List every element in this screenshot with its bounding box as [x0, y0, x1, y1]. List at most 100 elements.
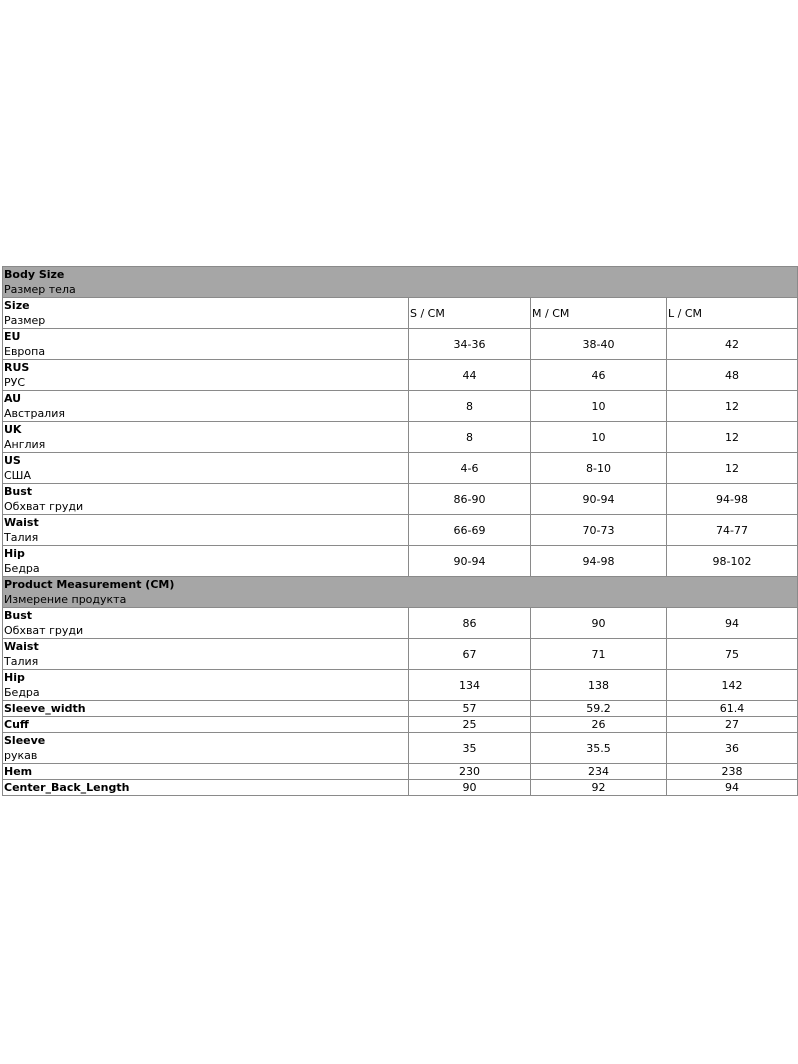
label-en: Waist — [4, 640, 39, 653]
value-cell: 42 — [665, 328, 798, 360]
value-cell: 59.2 — [530, 700, 667, 717]
table-row: RUS РУС 44 46 48 — [2, 359, 798, 391]
row-label: Sleeve рукав — [2, 732, 409, 764]
value-cell: 71 — [530, 638, 667, 670]
value-cell: 94 — [665, 779, 798, 796]
row-label: UK Англия — [2, 421, 409, 453]
size-chart-table: Body Size Размер тела Size Размер S / CM M / … — [1, 266, 798, 796]
value-cell: 74-77 — [665, 514, 798, 546]
value-cell: 67 — [408, 638, 531, 670]
table-row: Bust Обхват груди 86-90 90-94 94-98 — [2, 483, 798, 515]
value-cell: 138 — [530, 669, 667, 701]
value-cell: 25 — [408, 716, 531, 733]
label-en: AU — [4, 392, 22, 405]
label-en: US — [4, 454, 21, 467]
value-cell: 61.4 — [665, 700, 798, 717]
label-en: UK — [4, 423, 22, 436]
label-ru: Англия — [4, 438, 46, 451]
value-cell: 10 — [530, 390, 667, 422]
column-header-row: Size Размер S / CM M / CM L / CM — [2, 297, 798, 329]
table-row: Hem 230 234 238 — [2, 763, 798, 780]
value-cell: 12 — [665, 421, 798, 453]
label-en: Bust — [4, 609, 33, 622]
label-ru: Размер тела — [4, 283, 76, 296]
label-en: Hip — [4, 547, 25, 560]
value-cell: 94-98 — [530, 545, 667, 577]
label-ru: Европа — [4, 345, 46, 358]
label-en: Hip — [4, 671, 25, 684]
table-row: Center_Back_Length 90 92 94 — [2, 779, 798, 796]
label-en: Size — [4, 299, 30, 312]
table-row: AU Австралия 8 10 12 — [2, 390, 798, 422]
table-row: Cuff 25 26 27 — [2, 716, 798, 733]
table-row: UK Англия 8 10 12 — [2, 421, 798, 453]
column-header: M / CM — [530, 297, 667, 329]
section-header: Product Measurement (CM) Измерение продук… — [1, 576, 798, 608]
label-ru: РУС — [4, 376, 26, 389]
value-cell: 90-94 — [530, 483, 667, 515]
value-cell: 90 — [530, 607, 667, 639]
value-cell: 98-102 — [665, 545, 798, 577]
value-cell: 48 — [665, 359, 798, 391]
label-ru: Бедра — [4, 686, 40, 699]
row-label: AU Австралия — [2, 390, 409, 422]
value-cell: 38-40 — [530, 328, 667, 360]
label-en: Hem — [4, 765, 33, 778]
value-cell: 70-73 — [530, 514, 667, 546]
row-label: US США — [2, 452, 409, 484]
value-cell: 44 — [408, 359, 531, 391]
value-cell: 94-98 — [665, 483, 798, 515]
label-en: Sleeve_width — [4, 702, 86, 715]
table-row: Bust Обхват груди 86 90 94 — [2, 607, 798, 639]
value-cell: 66-69 — [408, 514, 531, 546]
table-row: Waist Талия 67 71 75 — [2, 638, 798, 670]
row-label: Size Размер — [2, 297, 409, 329]
value-cell: 75 — [665, 638, 798, 670]
row-label: RUS РУС — [2, 359, 409, 391]
table-row: EU Европа 34-36 38-40 42 — [2, 328, 798, 360]
column-header: S / CM — [408, 297, 531, 329]
label-ru: рукав — [4, 749, 38, 762]
section-title: Body Size Размер тела — [1, 266, 798, 298]
label-ru: Обхват груди — [4, 500, 84, 513]
value-cell: 8 — [408, 421, 531, 453]
value-cell: 12 — [665, 390, 798, 422]
value-cell: 230 — [408, 763, 531, 780]
label-en: Sleeve — [4, 734, 46, 747]
label-en: Product Measurement (CM) — [4, 578, 175, 591]
section-header: Body Size Размер тела — [1, 266, 798, 298]
value-cell: 90-94 — [408, 545, 531, 577]
table-row: Sleeve_width 57 59.2 61.4 — [2, 700, 798, 717]
row-label: Sleeve_width — [2, 700, 409, 717]
label-en: Center_Back_Length — [4, 781, 130, 794]
value-cell: 142 — [665, 669, 798, 701]
value-cell: 46 — [530, 359, 667, 391]
label-en: Cuff — [4, 718, 29, 731]
value-cell: 4-6 — [408, 452, 531, 484]
section-title: Product Measurement (CM) Измерение продук… — [1, 576, 798, 608]
label-ru: Талия — [4, 531, 39, 544]
label-en: RUS — [4, 361, 30, 374]
value-cell: 8-10 — [530, 452, 667, 484]
row-label: Waist Талия — [2, 514, 409, 546]
label-en: Bust — [4, 485, 33, 498]
value-cell: 234 — [530, 763, 667, 780]
row-label: Bust Обхват груди — [2, 607, 409, 639]
row-label: EU Европа — [2, 328, 409, 360]
row-label: Hip Бедра — [2, 669, 409, 701]
column-header: L / CM — [665, 297, 798, 329]
value-cell: 12 — [665, 452, 798, 484]
value-cell: 27 — [665, 716, 798, 733]
value-cell: 86 — [408, 607, 531, 639]
label-ru: Бедра — [4, 562, 40, 575]
value-cell: 134 — [408, 669, 531, 701]
table-row: Sleeve рукав 35 35.5 36 — [2, 732, 798, 764]
label-ru: США — [4, 469, 31, 482]
table-row: Hip Бедра 134 138 142 — [2, 669, 798, 701]
value-cell: 35.5 — [530, 732, 667, 764]
value-cell: 238 — [665, 763, 798, 780]
value-cell: 36 — [665, 732, 798, 764]
label-ru: Обхват груди — [4, 624, 84, 637]
value-cell: 90 — [408, 779, 531, 796]
value-cell: 86-90 — [408, 483, 531, 515]
